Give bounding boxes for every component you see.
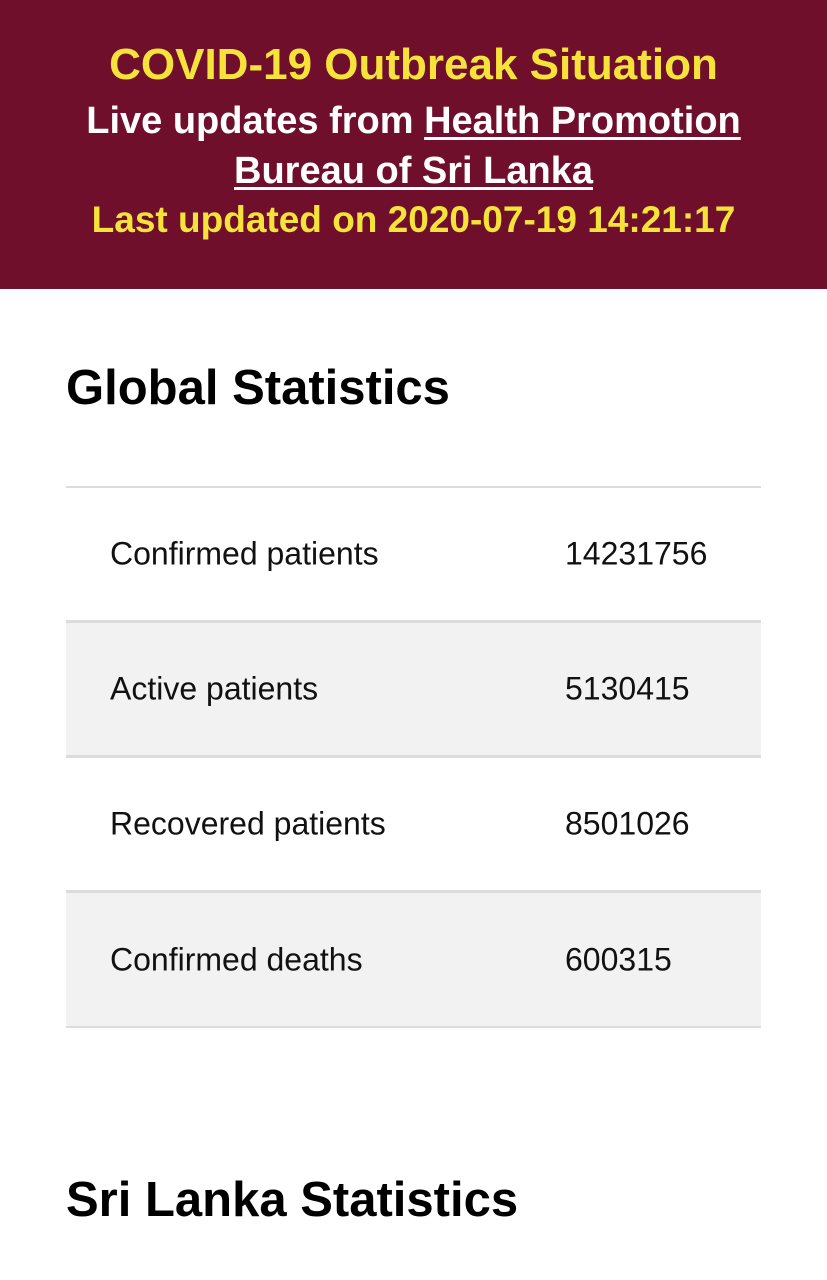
- header-banner: COVID-19 Outbreak Situation Live updates…: [0, 0, 827, 289]
- last-updated-timestamp: Last updated on 2020-07-19 14:21:17: [91, 199, 736, 240]
- global-statistics-table: Confirmed patients 14231756 Active patie…: [66, 486, 761, 1028]
- stat-value-recovered: 8501026: [565, 805, 690, 842]
- table-row: Recovered patients 8501026: [66, 758, 761, 893]
- source-link[interactable]: Health Promotion: [424, 100, 741, 142]
- page-title: COVID-19 Outbreak Situation: [109, 40, 718, 89]
- stat-value-confirmed: 14231756: [565, 535, 708, 572]
- live-updates-prefix: Live updates from: [86, 100, 425, 142]
- live-updates-line: Live updates from Health Promotion: [0, 98, 827, 144]
- stat-label-recovered: Recovered patients: [110, 805, 386, 842]
- source-link-line2-wrap: Bureau of Sri Lanka: [0, 148, 827, 194]
- stat-label-confirmed: Confirmed patients: [110, 535, 379, 572]
- source-link-continued[interactable]: Bureau of Sri Lanka: [234, 150, 593, 192]
- stat-label-deaths: Confirmed deaths: [110, 941, 363, 977]
- global-statistics-heading: Global Statistics: [66, 361, 450, 415]
- stat-label-active: Active patients: [110, 670, 319, 707]
- table-row: Active patients 5130415: [66, 623, 761, 758]
- table-row: Confirmed deaths 600315: [66, 893, 761, 1028]
- stat-value-active: 5130415: [565, 670, 690, 707]
- sri-lanka-statistics-heading: Sri Lanka Statistics: [66, 1173, 519, 1227]
- table-row: Confirmed patients 14231756: [66, 488, 761, 623]
- stat-value-deaths: 600315: [565, 941, 672, 977]
